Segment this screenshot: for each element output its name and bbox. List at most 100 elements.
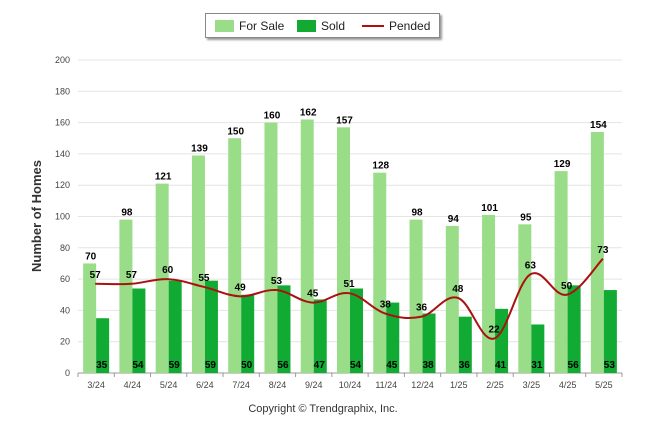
for-sale-value-label: 154 [590,120,607,131]
pended-value-label: 63 [525,260,537,271]
x-tick-label: 1/25 [450,380,468,390]
pended-value-label: 73 [597,245,609,256]
sold-value-label: 54 [350,360,362,371]
legend-swatch-sold [297,19,316,32]
y-tick-label: 20 [60,337,70,347]
sold-value-label: 36 [459,360,471,371]
bar-for-sale [554,171,568,373]
pended-value-label: 49 [235,282,247,293]
pended-value-label: 36 [416,303,428,314]
bar-sold [313,299,327,373]
for-sale-value-label: 70 [85,251,97,262]
for-sale-value-label: 121 [155,172,172,183]
x-tick-label: 3/25 [523,380,541,390]
sold-value-label: 45 [386,360,398,371]
bar-sold [603,290,617,373]
legend-label-for-sale: For Sale [239,18,285,33]
sold-value-label: 31 [531,360,543,371]
pended-value-label: 60 [162,265,174,276]
pended-line-path [95,258,604,340]
y-tick-label: 40 [60,305,70,315]
bar-sold [277,285,291,373]
for-sale-value-label: 98 [411,208,423,219]
x-tick-label: 9/24 [305,380,323,390]
bar-for-sale [445,225,459,373]
x-tick-label: 5/24 [160,380,178,390]
pended-value-label: 45 [307,289,319,300]
bar-for-sale [518,224,532,373]
sold-value-label: 53 [604,360,616,371]
x-tick-label: 4/24 [124,380,142,390]
bar-for-sale [83,263,97,373]
pended-value-label: 22 [489,325,501,336]
pended-value-label: 51 [343,279,355,290]
legend-line-pended [362,24,384,27]
legend-swatch-for-sale [215,19,234,32]
bar-sold [531,324,545,373]
bar-sold [350,288,363,373]
y-axis-label: Number of Homes [29,160,44,272]
bar-sold [241,294,255,373]
bar-for-sale [228,138,242,373]
x-tick-label: 10/24 [339,380,362,390]
for-sale-value-label: 101 [481,203,498,214]
y-tick-label: 60 [60,274,70,284]
x-tick-label: 12/24 [411,380,434,390]
bar-for-sale [590,131,604,373]
pended-value-label: 48 [452,284,464,295]
bar-for-sale [264,122,278,373]
copyright-text: Copyright © Trendgraphix, Inc. [248,403,398,415]
bar-for-sale [119,219,133,373]
x-tick-label: 7/24 [232,380,250,390]
x-tick-label: 8/24 [269,380,287,390]
sold-value-label: 56 [277,360,289,371]
bar-sold [168,280,182,373]
bar-for-sale [373,172,387,373]
bar-sold [458,316,472,373]
legend: For Sale Sold Pended [205,13,440,38]
sold-value-label: 59 [169,360,181,371]
for-sale-value-label: 162 [300,107,317,118]
for-sale-value-label: 95 [520,212,532,223]
pended-value-label: 57 [126,270,138,281]
y-tick-label: 200 [55,55,70,65]
bar-for-sale [337,127,350,373]
y-tick-label: 80 [60,243,70,253]
x-tick-label: 3/24 [87,380,105,390]
sold-value-label: 41 [495,360,507,371]
bar-sold [96,318,110,373]
bar-sold [132,288,146,373]
sold-value-label: 47 [314,360,326,371]
x-tick-label: 4/25 [559,380,577,390]
pended-value-label: 57 [90,270,102,281]
bar-for-sale [191,155,205,373]
data-labels: 70 35 57 98 54 57 121 59 60 139 59 55 150 50 49 160 56 53… [85,107,615,371]
pended-value-label: 50 [561,281,573,292]
for-sale-value-label: 157 [336,115,353,126]
for-sale-value-label: 98 [121,208,133,219]
x-tick-label: 6/24 [196,380,214,390]
legend-label-pended: Pended [389,18,431,33]
bar-sold [422,313,436,373]
sold-value-label: 56 [568,360,580,371]
legend-label-sold: Sold [321,18,346,33]
for-sale-value-label: 160 [264,111,281,122]
legend-item-sold[interactable]: Sold [297,14,345,37]
bar-for-sale [482,214,496,373]
pended-value-label: 55 [198,273,210,284]
bar-for-sale [300,119,314,373]
y-tick-label: 100 [55,212,70,222]
pended-line [95,258,604,340]
legend-item-pended[interactable]: Pended [362,14,430,37]
x-tick-label: 5/25 [595,380,613,390]
bar-for-sale [409,219,423,373]
bar-sold [204,280,218,373]
bars [83,119,617,373]
sold-value-label: 50 [241,360,253,371]
y-tick-label: 160 [55,118,70,128]
for-sale-value-label: 150 [227,126,244,137]
for-sale-value-label: 129 [554,159,571,170]
bar-sold [386,302,400,373]
legend-item-for-sale[interactable]: For Sale [215,14,284,37]
